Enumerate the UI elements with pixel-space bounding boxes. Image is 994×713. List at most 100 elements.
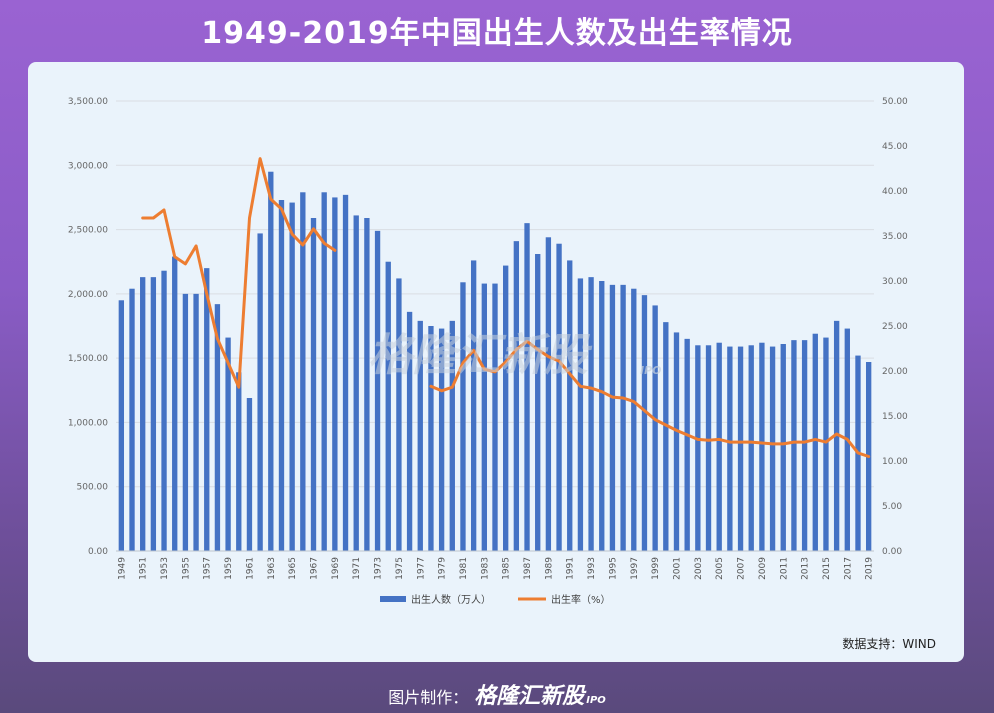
bar <box>214 304 221 551</box>
y-right-tick-label: 15.00 <box>882 412 908 422</box>
bar <box>801 340 808 551</box>
y-right-tick-label: 30.00 <box>882 277 908 287</box>
x-tick-label: 1953 <box>160 557 170 580</box>
birth-rate-line <box>141 157 337 389</box>
legend-line-label: 出生率（%） <box>551 593 611 606</box>
y-left-tick-label: 1,000.00 <box>68 418 108 428</box>
bar <box>567 260 573 551</box>
bar <box>182 293 189 551</box>
brand-suffix: IPO <box>586 695 606 706</box>
chart-card: 0.00 500.00 1,000.00 1,500.00 2,000.00 2,500.… <box>28 62 964 662</box>
bar <box>332 197 338 551</box>
x-tick-label: 2007 <box>737 557 747 580</box>
data-source-note: 数据支持：WIND <box>842 637 936 651</box>
y-right-tick-label: 0.00 <box>882 547 902 557</box>
bar <box>310 218 317 551</box>
y-right-tick-label: 50.00 <box>882 97 908 107</box>
x-tick-label: 2019 <box>865 557 875 580</box>
bar <box>438 328 445 551</box>
bar <box>673 332 680 551</box>
x-tick-label: 1973 <box>374 557 384 580</box>
x-tick-label: 1987 <box>523 557 533 580</box>
bar <box>470 260 477 551</box>
bar <box>353 215 359 551</box>
chart: 0.00 500.00 1,000.00 1,500.00 2,000.00 2,500.… <box>68 97 908 606</box>
y-left-tick-label: 0.00 <box>88 547 108 557</box>
bar <box>727 346 733 551</box>
x-tick-label: 1967 <box>310 557 320 580</box>
x-tick-label: 1991 <box>566 557 576 580</box>
x-tick-label: 1965 <box>288 557 298 580</box>
bar <box>812 333 818 551</box>
y-right-tick-label: 10.00 <box>882 457 908 467</box>
y-right-tick-label: 35.00 <box>882 232 908 242</box>
page-title: 1949-2019年中国出生人数及出生率情况 <box>201 16 793 51</box>
legend: 出生人数（万人） 出生率（%） <box>380 593 611 606</box>
bar <box>300 192 306 552</box>
y-right-tick-label: 25.00 <box>882 322 908 332</box>
bar <box>150 277 157 551</box>
legend-bar-swatch <box>380 596 406 602</box>
x-tick-label: 2001 <box>672 557 682 580</box>
x-tick-label: 1989 <box>544 557 554 580</box>
x-tick-label: 2017 <box>843 557 853 580</box>
bar <box>342 194 349 551</box>
axis-layer: 0.00 500.00 1,000.00 1,500.00 2,000.00 2,500.… <box>68 97 908 580</box>
y-left-tick-label: 3,000.00 <box>68 161 108 171</box>
bar <box>556 243 562 551</box>
bar <box>577 278 584 551</box>
bar <box>748 345 754 551</box>
bar <box>396 278 402 551</box>
bar <box>833 320 840 551</box>
image-credit: 图片制作： 格隆汇新股 IPO <box>0 678 994 710</box>
x-tick-label: 1963 <box>267 557 277 580</box>
bar <box>460 282 466 551</box>
bar <box>769 346 776 551</box>
bar <box>620 284 626 551</box>
bar <box>684 338 690 551</box>
bar <box>172 256 178 551</box>
bar <box>236 372 242 551</box>
bar <box>321 192 327 552</box>
bar <box>513 241 520 551</box>
x-tick-label: 1999 <box>651 557 661 580</box>
x-tick-label: 1949 <box>117 557 127 580</box>
x-tick-label: 2013 <box>801 557 811 580</box>
bar <box>780 344 786 551</box>
bar <box>118 300 125 551</box>
bar <box>161 270 167 551</box>
bar <box>374 230 381 551</box>
y-right-tick-label: 40.00 <box>882 187 908 197</box>
bar <box>599 281 605 551</box>
y-left-tick-label: 2,500.00 <box>68 226 108 236</box>
y-left-tick-label: 2,000.00 <box>68 290 108 300</box>
x-tick-label: 1971 <box>352 557 362 580</box>
bar <box>737 346 744 551</box>
watermark-suffix: IPO <box>640 364 662 377</box>
bar <box>524 223 530 551</box>
y-left-tick-label: 1,500.00 <box>68 354 108 364</box>
bar <box>535 254 541 551</box>
line-layer <box>141 157 871 458</box>
bar <box>631 288 637 551</box>
bar <box>791 340 797 551</box>
x-tick-label: 1961 <box>245 557 255 580</box>
bar <box>823 337 829 551</box>
credit-label: 图片制作： <box>388 688 469 707</box>
brand-logo-text: 格隆汇新股 <box>474 684 585 709</box>
bar <box>503 265 509 551</box>
x-tick-label: 1983 <box>480 557 490 580</box>
bar <box>759 342 765 551</box>
bar <box>716 342 722 551</box>
x-tick-label: 1985 <box>502 557 512 580</box>
watermark: 格隆汇新股 IPO <box>368 330 662 381</box>
bar <box>545 237 552 552</box>
bar <box>663 322 669 551</box>
bar <box>588 277 594 551</box>
y-right-tick-label: 45.00 <box>882 142 908 152</box>
bar <box>406 311 413 551</box>
x-tick-label: 1975 <box>395 557 405 580</box>
x-tick-label: 2009 <box>758 557 768 580</box>
bar <box>193 293 199 551</box>
x-tick-label: 2011 <box>779 557 789 580</box>
